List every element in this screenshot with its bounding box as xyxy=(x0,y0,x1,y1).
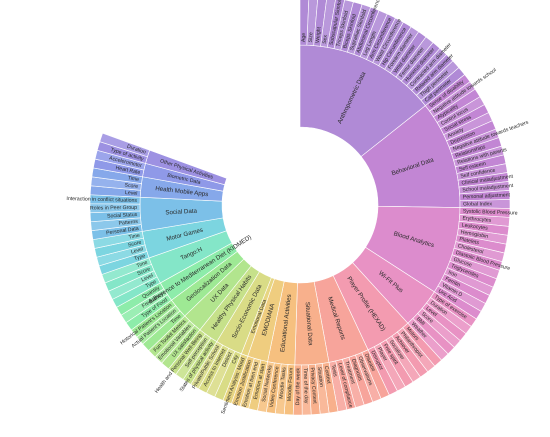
subcategory-label: Roles in Peer Group xyxy=(90,205,137,212)
chart-segments xyxy=(89,0,511,416)
subcategory-label: Interaction in conflict situations xyxy=(66,196,137,204)
subcategory-label: Privacy Context xyxy=(309,367,318,404)
subcategory-label: Global Index xyxy=(463,201,493,207)
subcategory-label: School maladjustment xyxy=(462,183,514,194)
subcategory-label: Time of the day xyxy=(302,368,309,404)
subcategory-label: Age xyxy=(301,33,307,42)
subcategory-label: Score xyxy=(127,240,142,249)
subcategory-label: Size xyxy=(308,32,315,43)
subcategory-segment xyxy=(99,132,151,158)
subcategory-label: Context xyxy=(323,365,332,384)
subcategory-label: Iron xyxy=(447,270,458,279)
subcategory-label: Patterns xyxy=(118,219,138,227)
subcategory-label: Time xyxy=(136,260,149,270)
subcategory-label: Moodle Tasks xyxy=(279,367,288,399)
subcategory-label: Leukocytes xyxy=(461,222,488,231)
subcategory-label: Platelets xyxy=(459,236,480,246)
subcategory-label: Erythrocytes xyxy=(462,216,492,224)
subcategory-label: Score xyxy=(136,266,151,277)
subcategory-label: BMI xyxy=(415,316,426,327)
category-label: Situational Data xyxy=(304,302,314,347)
subcategory-label: Moodle Forum xyxy=(287,368,295,402)
subcategory-label: Systolic Blood Pressure xyxy=(463,209,518,217)
subcategory-label: Personal Data xyxy=(106,226,140,237)
subcategory-label: Level xyxy=(130,246,144,255)
subcategory-label: Hemoglobin xyxy=(460,229,488,240)
subcategory-label: Self esteem xyxy=(459,161,487,173)
subcategory-label: City xyxy=(231,354,240,365)
subcategory-label: Personal adjustment xyxy=(463,192,511,200)
subcategory-label: Level xyxy=(125,190,138,197)
subcategory-label: Tests xyxy=(330,364,338,377)
subcategory-label: Score xyxy=(124,182,138,190)
subcategory-label: Sex xyxy=(322,34,329,44)
subcategory-label: Video Conference xyxy=(269,366,281,408)
subcategory-label: Day of the week xyxy=(295,368,301,406)
category-label: Social Data xyxy=(165,208,198,217)
subcategory-label: Weight xyxy=(315,26,323,43)
subcategory-label: Type xyxy=(145,279,158,290)
subcategory-label: Social Status xyxy=(107,212,138,220)
subcategory-label: Type xyxy=(134,253,147,262)
subcategory-label: Level xyxy=(141,273,155,284)
subcategory-label: Time xyxy=(127,175,139,183)
subcategory-label: Heart Rate xyxy=(115,165,141,176)
subcategory-label: Time xyxy=(128,233,140,241)
subcategory-label: Situation xyxy=(316,367,324,388)
